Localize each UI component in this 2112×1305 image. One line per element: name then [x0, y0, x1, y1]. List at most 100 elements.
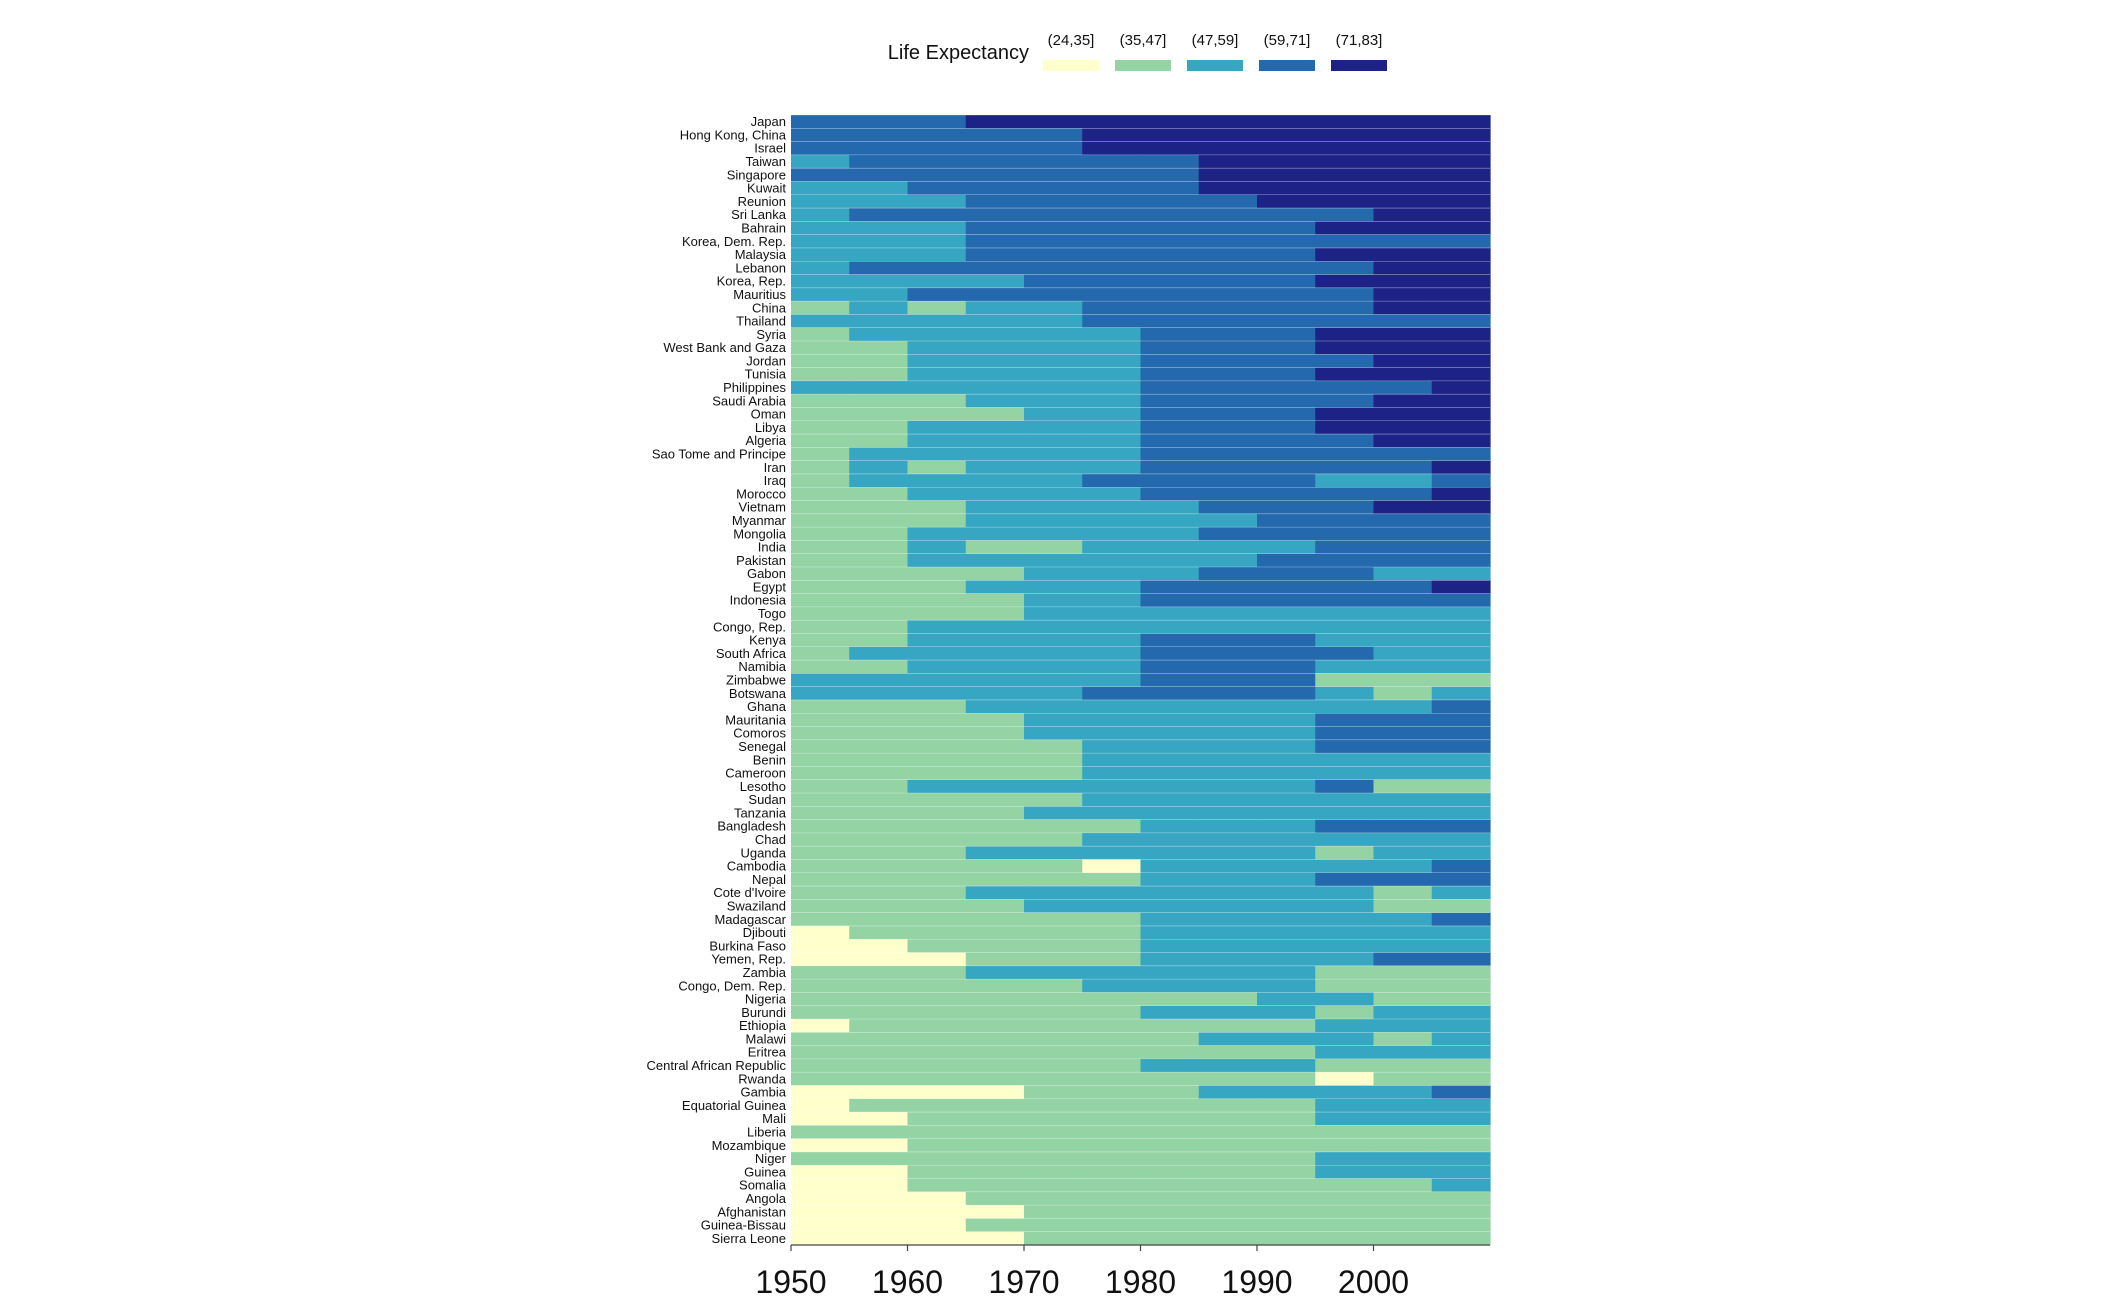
heatmap-cell	[849, 567, 909, 581]
heatmap-cell	[1257, 952, 1316, 967]
heatmap-cell	[849, 407, 909, 422]
heatmap-cell	[907, 208, 967, 222]
heatmap-cell	[1024, 367, 1083, 382]
heatmap-cell	[1024, 979, 1083, 993]
heatmap-cell	[1257, 553, 1316, 568]
heatmap-cell	[1315, 872, 1375, 887]
heatmap-cell	[1024, 168, 1083, 182]
legend-range-label: (24,35]	[1048, 32, 1095, 49]
heatmap-cell	[907, 939, 967, 953]
heatmap-cell	[849, 513, 909, 528]
heatmap-cell	[1315, 128, 1375, 142]
heatmap-cell	[791, 872, 850, 887]
heatmap-cell	[1257, 726, 1316, 741]
heatmap-cell	[849, 1019, 909, 1033]
x-tick-label: 1970	[988, 1264, 1059, 1300]
heatmap-cell	[1431, 620, 1491, 634]
heatmap-cell	[1082, 832, 1142, 847]
heatmap-cell	[1140, 553, 1200, 568]
heatmap-cell	[1315, 606, 1375, 621]
heatmap-cell	[907, 925, 967, 940]
row-label: Libya	[755, 420, 787, 435]
heatmap-cell	[1373, 859, 1433, 874]
heatmap-cell	[965, 221, 1025, 235]
heatmap-cell	[965, 567, 1025, 581]
heatmap-cell	[1315, 593, 1375, 608]
heatmap-cell	[965, 699, 1025, 714]
heatmap-cell	[791, 739, 850, 754]
heatmap-cell	[849, 341, 909, 355]
heatmap-cell	[1431, 420, 1491, 435]
heatmap-cell	[791, 952, 850, 967]
heatmap-cell	[1431, 434, 1491, 448]
heatmap-cell	[1315, 567, 1375, 581]
heatmap-cell	[1373, 247, 1433, 262]
heatmap-cell	[1082, 287, 1142, 302]
heatmap-cell	[1257, 434, 1316, 448]
heatmap-cell	[849, 1045, 909, 1060]
heatmap-cell	[965, 380, 1025, 395]
heatmap-cell	[849, 434, 909, 448]
heatmap-cell	[1198, 925, 1258, 940]
heatmap-cell	[1082, 806, 1142, 820]
heatmap-cell	[907, 1045, 967, 1060]
heatmap-cell	[907, 899, 967, 913]
heatmap-cell	[1198, 593, 1258, 608]
heatmap-cell	[1257, 713, 1316, 727]
row-label: China	[752, 300, 787, 315]
legend-range-label: (59,71]	[1264, 32, 1311, 49]
heatmap-cell	[1198, 301, 1258, 315]
heatmap-cell	[791, 699, 850, 714]
heatmap-cell	[1257, 287, 1316, 302]
heatmap-cell	[1257, 354, 1316, 368]
heatmap-cell	[1431, 1178, 1491, 1193]
heatmap-cell	[1257, 540, 1316, 554]
heatmap-cell	[1024, 274, 1083, 289]
heatmap-cell	[965, 1178, 1025, 1193]
heatmap-cell	[1024, 912, 1083, 927]
heatmap-cell	[1257, 793, 1316, 807]
heatmap-cell	[1024, 899, 1083, 913]
heatmap-cell	[1082, 1231, 1142, 1246]
heatmap-cell	[1082, 713, 1142, 727]
heatmap-cell	[965, 739, 1025, 754]
heatmap-cell	[849, 1231, 909, 1246]
heatmap-cell	[849, 234, 909, 249]
heatmap-cell	[1198, 1112, 1258, 1126]
heatmap-cell	[907, 473, 967, 488]
heatmap-cell	[1198, 620, 1258, 634]
heatmap-cell	[1257, 115, 1316, 129]
heatmap-cell	[1140, 1165, 1200, 1179]
heatmap-cell	[1373, 194, 1433, 209]
heatmap-cell	[907, 739, 967, 754]
heatmap-cell	[1140, 1072, 1200, 1086]
row-label: Niger	[755, 1151, 787, 1166]
row-label: Afghanistan	[717, 1204, 786, 1219]
heatmap-cell	[1082, 128, 1142, 142]
heatmap-cell	[1198, 1085, 1258, 1100]
row-label: Kenya	[749, 633, 787, 648]
row-label: Guinea-Bissau	[701, 1218, 786, 1233]
heatmap-cell	[1024, 939, 1083, 953]
heatmap-cell	[1082, 327, 1142, 342]
heatmap-cell	[1431, 1231, 1491, 1246]
heatmap-cell	[1082, 1072, 1142, 1086]
heatmap-cell	[1373, 1231, 1433, 1246]
heatmap-cell	[1257, 473, 1316, 488]
heatmap-cell	[1082, 168, 1142, 182]
heatmap-cell	[1315, 779, 1375, 794]
heatmap-cell	[1198, 154, 1258, 169]
heatmap-cell	[791, 287, 850, 302]
heatmap-cell	[965, 527, 1025, 541]
heatmap-cell	[1373, 261, 1433, 275]
heatmap-cell	[1198, 513, 1258, 528]
heatmap-cell	[1257, 779, 1316, 794]
heatmap-cell	[849, 739, 909, 754]
heatmap-cell	[907, 1005, 967, 1020]
heatmap-cell	[1140, 673, 1200, 687]
heatmap-cell	[791, 832, 850, 847]
heatmap-cell	[1431, 341, 1491, 355]
heatmap-cell	[965, 327, 1025, 342]
heatmap-cell	[907, 872, 967, 887]
heatmap-cell	[965, 899, 1025, 913]
